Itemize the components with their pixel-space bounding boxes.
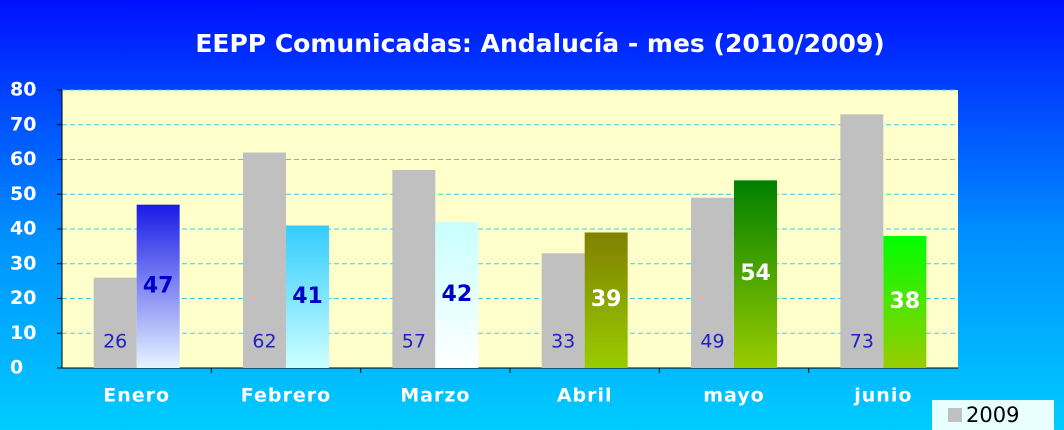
data-label: 49 — [700, 331, 724, 353]
y-tick-label: 40 — [10, 218, 36, 240]
y-tick-label: 0 — [10, 357, 23, 379]
x-tick-label: Abril — [557, 385, 613, 407]
x-tick-label: junio — [853, 385, 912, 407]
bar — [136, 204, 180, 368]
data-label: 62 — [252, 331, 276, 353]
y-tick-label: 10 — [10, 322, 36, 344]
x-tick-label: Marzo — [400, 385, 470, 407]
data-label: 38 — [890, 289, 921, 314]
bar — [840, 114, 884, 368]
y-tick-label: 50 — [10, 183, 36, 205]
data-label: 33 — [551, 331, 575, 353]
x-tick-label: Enero — [103, 385, 170, 407]
bar — [883, 235, 927, 368]
data-label: 54 — [740, 261, 771, 286]
data-label: 26 — [103, 331, 127, 353]
data-label: 73 — [850, 331, 874, 353]
data-label: 41 — [292, 284, 323, 309]
y-tick-label: 30 — [10, 252, 36, 274]
x-tick-label: Febrero — [241, 385, 331, 407]
y-tick-label: 60 — [10, 148, 36, 170]
x-tick-label: mayo — [703, 385, 764, 407]
bar — [435, 222, 479, 368]
chart-title: EEPP Comunicadas: Andalucía - mes (2010/… — [195, 29, 884, 58]
data-label: 47 — [143, 273, 174, 298]
y-tick-label: 20 — [10, 287, 36, 309]
bar — [541, 253, 585, 368]
y-tick-label: 70 — [10, 113, 36, 135]
legend-label: 2009 — [966, 403, 1019, 427]
bar — [93, 277, 137, 368]
data-label: 57 — [402, 331, 426, 353]
bar — [691, 197, 734, 368]
bar — [286, 225, 329, 368]
bar — [392, 169, 436, 368]
y-tick-label: 80 — [10, 79, 36, 101]
legend-swatch — [948, 408, 962, 422]
bar — [734, 180, 777, 368]
bar — [243, 152, 286, 368]
data-label: 42 — [442, 282, 473, 307]
bar — [584, 232, 628, 368]
data-label: 39 — [591, 287, 622, 312]
